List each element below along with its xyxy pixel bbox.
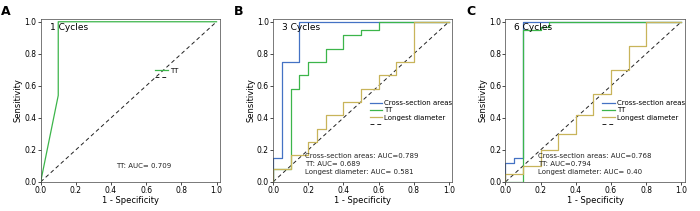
Text: B: B — [234, 5, 243, 19]
Text: C: C — [466, 5, 475, 19]
Text: 1 Cycles: 1 Cycles — [50, 23, 88, 32]
Text: 6 Cycles: 6 Cycles — [514, 23, 552, 32]
Y-axis label: Sensitivity: Sensitivity — [246, 78, 256, 122]
Y-axis label: Sensitivity: Sensitivity — [479, 78, 488, 122]
X-axis label: 1 - Specificity: 1 - Specificity — [102, 196, 159, 206]
Text: A: A — [1, 5, 10, 19]
Legend: TT, : TT, — [155, 68, 178, 81]
Text: Cross-section areas: AUC=0.789
TT: AUC= 0.689
Longest diameter: AUC= 0.581: Cross-section areas: AUC=0.789 TT: AUC= … — [305, 153, 419, 175]
X-axis label: 1 - Specificity: 1 - Specificity — [335, 196, 391, 206]
Legend: Cross-section areas, TT, Longest diameter, : Cross-section areas, TT, Longest diamete… — [602, 100, 685, 128]
Text: TT: AUC= 0.709: TT: AUC= 0.709 — [116, 163, 172, 169]
X-axis label: 1 - Specificity: 1 - Specificity — [567, 196, 624, 206]
Text: Cross-section areas: AUC=0.768
TT: AUC=0.794
Longest diameter: AUC= 0.40: Cross-section areas: AUC=0.768 TT: AUC=0… — [538, 153, 651, 175]
Y-axis label: Sensitivity: Sensitivity — [14, 78, 23, 122]
Legend: Cross-section areas, TT, Longest diameter, : Cross-section areas, TT, Longest diamete… — [370, 100, 452, 128]
Text: 3 Cycles: 3 Cycles — [282, 23, 320, 32]
